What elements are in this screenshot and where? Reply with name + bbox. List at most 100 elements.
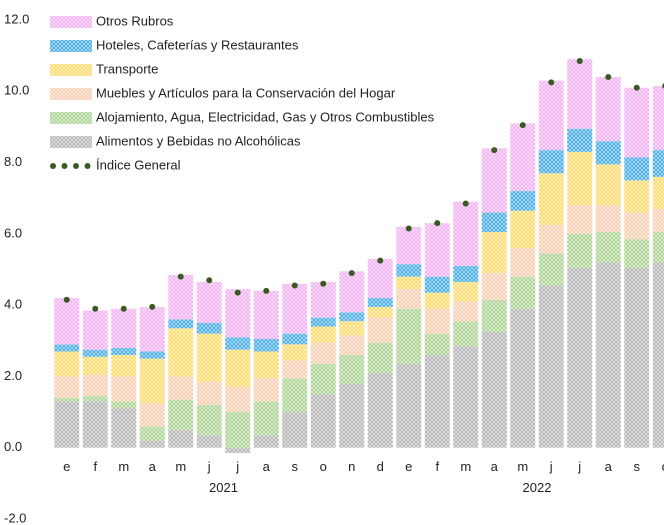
bar-segment bbox=[396, 363, 422, 448]
bar-segment bbox=[510, 276, 536, 309]
bar-segment bbox=[453, 321, 479, 347]
bar-segment bbox=[624, 239, 650, 268]
bar-segment bbox=[225, 349, 251, 388]
bar-segment bbox=[168, 399, 194, 430]
legend-swatch bbox=[50, 88, 92, 100]
legend-label: Otros Rubros bbox=[96, 13, 174, 28]
x-tick-label: e bbox=[63, 459, 70, 474]
bar-segment bbox=[82, 356, 108, 375]
bar-segment bbox=[595, 141, 621, 165]
bar-segment bbox=[253, 378, 279, 402]
x-group-label: 2021 bbox=[209, 480, 238, 495]
bar-segment bbox=[481, 331, 507, 448]
bar-segment bbox=[225, 289, 251, 338]
bar-segment bbox=[424, 276, 450, 293]
x-tick-label: a bbox=[605, 459, 613, 474]
bar-segment bbox=[424, 333, 450, 356]
bar-segment bbox=[595, 164, 621, 206]
line-point bbox=[206, 277, 213, 284]
bar-segment bbox=[82, 396, 108, 402]
bar-segment bbox=[310, 317, 336, 327]
bar-segment bbox=[339, 321, 365, 336]
bar-segment bbox=[225, 387, 251, 413]
legend-label: Muebles y Artículos para la Conservación… bbox=[96, 85, 396, 100]
bar-segment bbox=[567, 59, 593, 129]
line-point bbox=[548, 79, 555, 86]
bar-segment bbox=[82, 310, 108, 350]
legend-swatch bbox=[50, 64, 92, 76]
bar-segment bbox=[310, 394, 336, 448]
line-point bbox=[120, 305, 127, 312]
bar-segment bbox=[339, 312, 365, 322]
y-tick-label: 0.0 bbox=[4, 439, 22, 454]
legend-swatch bbox=[50, 136, 92, 148]
line-point bbox=[434, 220, 441, 227]
bar-segment bbox=[339, 355, 365, 384]
legend-line-marker bbox=[50, 163, 56, 169]
bar-segment bbox=[595, 77, 621, 142]
bar-segment bbox=[510, 308, 536, 448]
bar-segment bbox=[453, 281, 479, 302]
x-tick-label: a bbox=[263, 459, 271, 474]
legend-line-marker bbox=[73, 163, 79, 169]
bar-segment bbox=[367, 258, 393, 299]
bar-segment bbox=[624, 180, 650, 213]
line-point bbox=[462, 200, 469, 207]
line-point bbox=[633, 84, 640, 91]
bar-segment bbox=[139, 358, 165, 404]
x-tick-label: d bbox=[377, 459, 384, 474]
line-point bbox=[263, 287, 270, 294]
x-tick-label: e bbox=[405, 459, 412, 474]
bar-segment bbox=[652, 176, 664, 209]
bar-segment bbox=[310, 363, 336, 395]
line-point bbox=[377, 257, 384, 264]
bar-segment bbox=[168, 319, 194, 329]
legend-swatch bbox=[50, 40, 92, 52]
legend-line-marker bbox=[61, 163, 68, 169]
bar-segment bbox=[168, 376, 194, 400]
bar-segment bbox=[624, 267, 650, 448]
bar-segment bbox=[282, 344, 308, 361]
legend-swatch bbox=[50, 16, 92, 28]
x-tick-label: f bbox=[93, 459, 97, 474]
bar-segment bbox=[168, 429, 194, 448]
bar-segment bbox=[424, 223, 450, 277]
y-tick-label: 10.0 bbox=[4, 83, 29, 98]
x-tick-label: s bbox=[292, 459, 299, 474]
bar-segment bbox=[282, 283, 308, 334]
y-tick-label: 6.0 bbox=[4, 225, 22, 240]
x-tick-label: m bbox=[118, 459, 129, 474]
line-point bbox=[519, 122, 526, 129]
bar-segment bbox=[282, 378, 308, 413]
bar-segment bbox=[196, 333, 222, 382]
bar-segment bbox=[481, 148, 507, 213]
bar-segment bbox=[652, 85, 664, 151]
legend-line-marker bbox=[84, 163, 91, 169]
x-group-label: 2022 bbox=[523, 480, 552, 495]
legend-label: Transporte bbox=[96, 61, 158, 76]
bar-segment bbox=[538, 224, 564, 254]
x-tick-label: a bbox=[149, 459, 157, 474]
bar-segment bbox=[82, 401, 108, 448]
bar-segment bbox=[111, 355, 137, 377]
bar-segment bbox=[453, 346, 479, 448]
x-tick-label: o bbox=[662, 459, 664, 474]
bar-segment bbox=[424, 292, 450, 309]
bar-segment bbox=[139, 351, 165, 359]
legend-label: Hoteles, Cafeterías y Restaurantes bbox=[96, 37, 299, 52]
line-point bbox=[92, 305, 99, 312]
line-point bbox=[576, 57, 583, 64]
bar-segment bbox=[310, 326, 336, 343]
bar-segment bbox=[196, 281, 222, 323]
bar-segment bbox=[396, 264, 422, 277]
bar-segment bbox=[652, 208, 664, 233]
bar-segment bbox=[624, 157, 650, 181]
bar-segment bbox=[567, 233, 593, 268]
bar-segment bbox=[111, 376, 137, 402]
bar-segment bbox=[567, 151, 593, 206]
bar-segment bbox=[54, 344, 80, 352]
bar-segment bbox=[196, 381, 222, 405]
bar-segment bbox=[82, 374, 108, 397]
bar-segment bbox=[310, 281, 336, 318]
